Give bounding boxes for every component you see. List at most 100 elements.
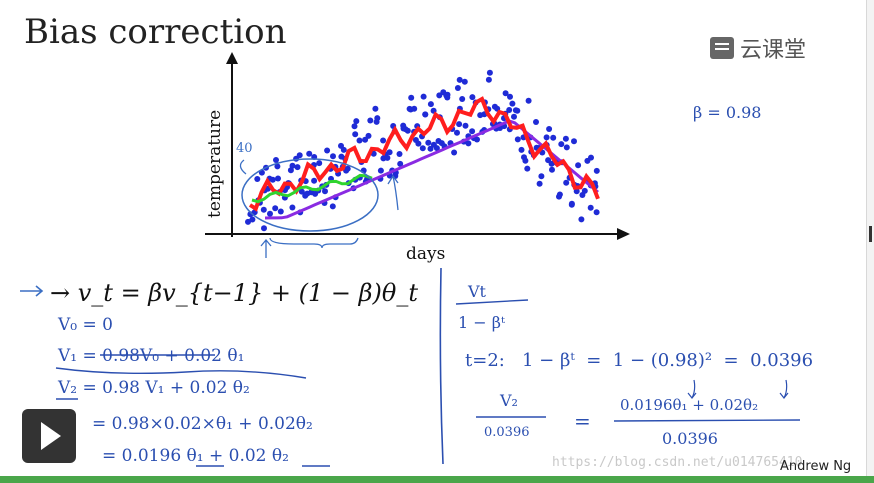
arrow-icon [20,285,44,297]
scatter-point [420,93,427,100]
scatter-point [512,107,519,114]
derivation: V₀ = 0 V₁ = 0.98V₀ + 0.02 θ₁ V₂ = 0.98 V… [57,315,313,466]
scatter-point [372,105,379,112]
scatter-point [294,164,301,171]
scatter-point [562,135,569,142]
x-axis-label: days [406,244,445,264]
scatter-point [377,167,384,174]
t-equation: t=2: 1 − βᵗ = 1 − (0.98)² = 0.0396 [465,350,813,371]
scatter-point [365,132,372,139]
scatter-point [386,149,393,156]
arrow-down-2 [779,379,789,399]
annotation-arrow-up-1 [260,238,272,258]
scatter-point [433,145,440,152]
annotation-bracket [269,237,359,249]
scatter-point [249,216,256,223]
scatter-point [277,208,284,215]
scatter-point [593,209,600,216]
scatter-point [245,218,251,225]
scatter-point [384,154,391,161]
scatter-point [356,137,363,144]
scatter-point [474,136,480,143]
scatter-point [436,92,443,99]
scatter-point [538,173,545,180]
annotation-hook [239,159,247,175]
scatter-point [593,167,600,174]
scatter-point [563,144,570,151]
scatter-point [571,138,577,145]
scrollbar-thumb[interactable] [869,226,872,242]
series-line-red [248,96,600,212]
scatter-point [397,160,404,167]
scatter-point [427,145,434,152]
scatter-point [254,176,261,182]
scatter-point [509,100,516,107]
logo-icon [710,37,734,59]
scatter-point [581,187,588,194]
scatter-point [411,105,418,112]
scatter-point [456,76,463,83]
scatter-point [396,151,403,157]
scatter-point [260,206,267,213]
scatter-point [522,157,529,164]
scatter-point [367,117,374,124]
scatter-point [444,94,451,101]
scatter-point [275,175,281,182]
scatter-point [536,180,543,187]
equals-sign: = [574,409,591,433]
scatter-point [469,128,476,135]
scatter-point [548,160,555,167]
scatter-point [587,204,594,211]
frac-bar [455,299,529,305]
scatter-point [518,146,525,153]
scatter-point [454,85,461,91]
derivation-line-3: V₂ = 0.98 V₁ + 0.02 θ₂ [57,378,250,398]
scatter-point [573,188,580,195]
scatter-point [419,145,426,152]
scatter-point [425,139,432,146]
y-axis-label: temperature [205,110,225,218]
scatter-point [525,97,532,104]
scatter-point [353,118,360,125]
result-bar [613,419,801,422]
underline-v1 [55,367,307,379]
scatter-point [322,188,328,195]
logo-text: 云课堂 [740,38,807,63]
scatter-point [507,93,513,100]
scatter-point [486,69,493,76]
scatter-point [427,101,434,108]
scatter-point [269,176,276,183]
scatter-point [511,113,517,120]
scatter-point [469,94,476,101]
result-numerator: 0.0196θ₁ + 0.02θ₂ [620,396,758,414]
scatter-point [451,149,458,156]
scatter-point [311,177,318,184]
derivation-line-5: = 0.0196 θ₁ + 0.02 θ₂ [102,446,289,466]
scatter-point [422,111,429,118]
scatter-point [404,127,411,134]
author-credit: Andrew Ng [780,459,852,474]
scatter-point [524,165,531,172]
logo: 云课堂 [710,32,806,64]
scatter-point [575,162,582,169]
progress-bar[interactable] [0,476,874,483]
scatter-point [550,134,557,141]
scatter-point [454,129,460,136]
annotation-40: 40 [236,141,253,156]
scatter-point [462,122,469,129]
annotation-circle [241,158,379,232]
scatter-point [306,150,313,157]
scatter-point [456,121,463,128]
scatter-point [273,157,279,163]
scatter-point [261,225,267,232]
v2-denominator: 0.0396 [484,425,530,440]
v2-numerator: V₂ [499,391,518,410]
scatter-point [506,107,513,113]
play-button[interactable] [22,409,76,463]
watermark: https://blog.csdn.net/u014765410 [552,455,803,470]
scatter-point [549,166,555,173]
derivation-line-4: = 0.98×0.02×θ₁ + 0.02θ₂ [92,414,313,434]
scatter-point [543,134,550,141]
